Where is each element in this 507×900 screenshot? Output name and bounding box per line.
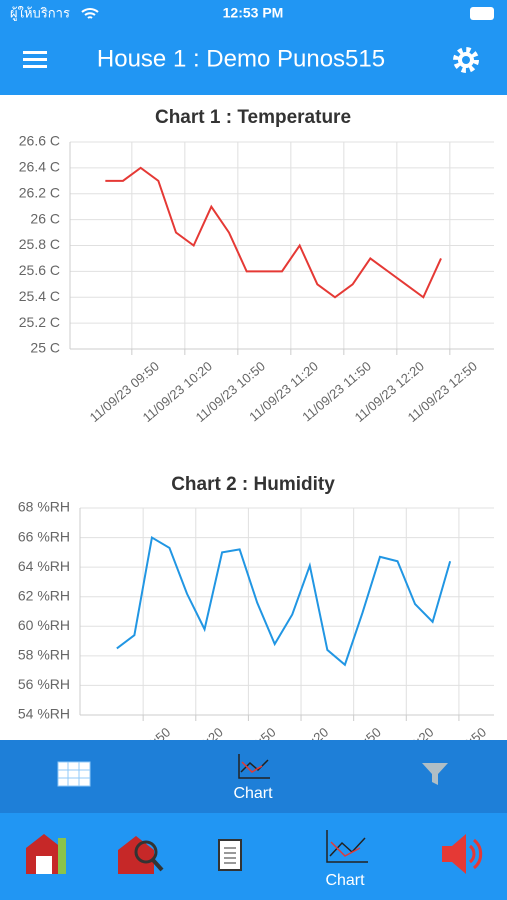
y-tick-label: 25.4 C <box>19 288 60 304</box>
bottom-nav <box>0 813 507 900</box>
y-tick-label: 62 %RH <box>18 587 70 603</box>
carrier: ผู้ให้บริการ <box>10 5 70 21</box>
y-tick-label: 60 %RH <box>18 617 70 633</box>
data-line <box>116 535 452 667</box>
y-tick-label: 54 %RH <box>18 706 70 722</box>
sound-nav[interactable] <box>442 834 483 874</box>
filter-tab[interactable] <box>422 763 448 785</box>
header-bar <box>0 0 507 95</box>
y-tick-label: 64 %RH <box>18 558 70 574</box>
wifi-icon <box>81 8 99 19</box>
y-tick-label: 26.4 C <box>19 159 60 175</box>
y-tick-label: 26.6 C <box>19 133 60 149</box>
y-tick-label: 26 C <box>30 210 60 226</box>
y-tick-label: 58 %RH <box>18 647 70 663</box>
chart-nav-label: Chart <box>325 872 365 889</box>
y-tick-label: 25.8 C <box>19 236 60 252</box>
menu-button[interactable] <box>23 51 47 68</box>
header-title: House 1 : Demo Punos515 <box>97 45 385 72</box>
search-nav[interactable] <box>118 836 164 874</box>
y-tick-label: 26.2 C <box>19 184 60 200</box>
house-nav[interactable] <box>26 834 66 874</box>
y-tick-label: 25.6 C <box>19 262 60 278</box>
y-tick-label: 25.2 C <box>19 314 60 330</box>
y-tick-label: 66 %RH <box>18 528 70 544</box>
status-time: 12:53 PM <box>223 5 284 21</box>
chart-title: Chart 2 : Humidity <box>171 474 335 495</box>
y-tick-label: 56 %RH <box>18 676 70 692</box>
chart-title: Chart 1 : Temperature <box>155 107 351 128</box>
table-tab[interactable] <box>57 761 91 787</box>
report-nav[interactable] <box>218 839 242 871</box>
battery-icon <box>470 7 494 20</box>
y-tick-label: 68 %RH <box>18 499 70 515</box>
settings-button[interactable] <box>453 47 479 73</box>
y-tick-label: 25 C <box>30 340 60 356</box>
chart-tab-label: Chart <box>233 785 273 802</box>
chart-tab[interactable] <box>238 754 270 779</box>
chart-nav[interactable] <box>326 830 368 863</box>
data-line <box>105 166 442 299</box>
